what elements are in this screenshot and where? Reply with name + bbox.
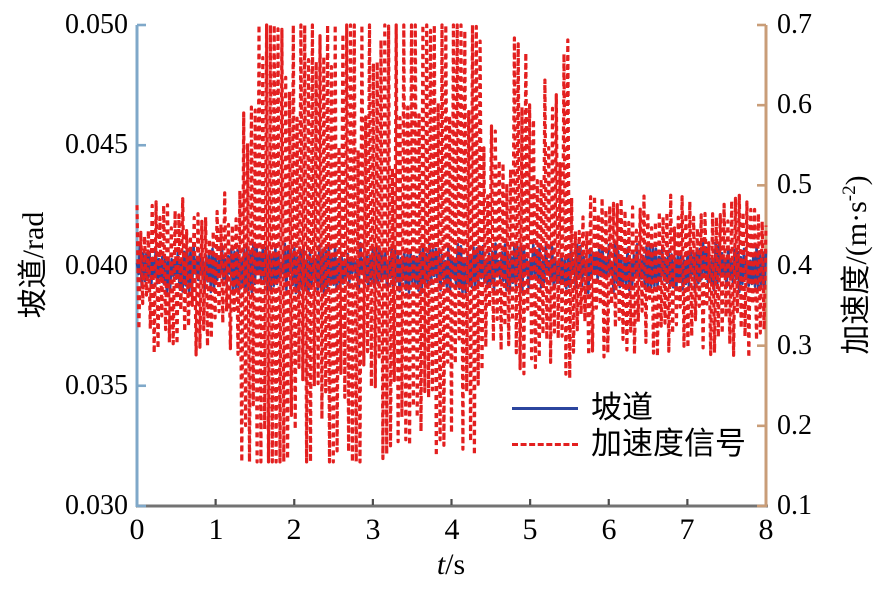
right-tick-06: 0.6: [777, 89, 812, 120]
x-axis-title-unit: /s: [445, 548, 466, 581]
left-tick-0035: 0.035: [65, 370, 128, 401]
x-tick-2: 2: [286, 513, 302, 546]
right-tick-04: 0.4: [777, 250, 812, 281]
x-tick-3: 3: [365, 513, 381, 546]
legend: 坡道 加速度信号: [512, 390, 746, 462]
x-tick-7: 7: [679, 513, 695, 546]
x-tick-8: 8: [758, 513, 774, 546]
x-tick-1: 1: [208, 513, 224, 546]
right-tick-03: 0.3: [777, 330, 812, 361]
acceleration-line-series: [135, 23, 768, 464]
legend-entry-slope: 坡道: [512, 390, 746, 426]
right-axis-title-prefix: 加速度/(m·s: [840, 201, 873, 355]
left-tick-0040: 0.040: [65, 250, 128, 281]
right-tick-02: 0.2: [777, 410, 812, 441]
right-tick-01: 0.1: [777, 490, 812, 521]
right-axis-title-suffix: ): [840, 175, 873, 186]
right-tick-07: 0.7: [777, 9, 812, 40]
legend-entry-acceleration: 加速度信号: [512, 426, 746, 462]
left-tick-0050: 0.050: [65, 9, 128, 40]
x-axis-title: t/s: [406, 548, 496, 582]
x-tick-6: 6: [601, 513, 617, 546]
left-tick-0045: 0.045: [65, 129, 128, 160]
x-tick-5: 5: [522, 513, 538, 546]
x-tick-0: 0: [129, 513, 145, 546]
legend-label-slope: 坡道: [591, 390, 653, 425]
x-axis-title-symbol: t: [436, 548, 446, 581]
legend-label-acceleration: 加速度信号: [591, 426, 746, 461]
right-tick-05: 0.5: [777, 169, 812, 200]
x-tick-4: 4: [444, 513, 460, 546]
left-tick-0030: 0.030: [65, 490, 128, 521]
slope-line-sample: [512, 406, 578, 410]
right-axis-title: 加速度/(m·s-2): [831, 175, 875, 354]
acceleration-line-sample: [512, 442, 578, 446]
left-axis-title: 坡道/rad: [17, 211, 50, 319]
right-axis-title-superscript: -2: [839, 185, 860, 202]
